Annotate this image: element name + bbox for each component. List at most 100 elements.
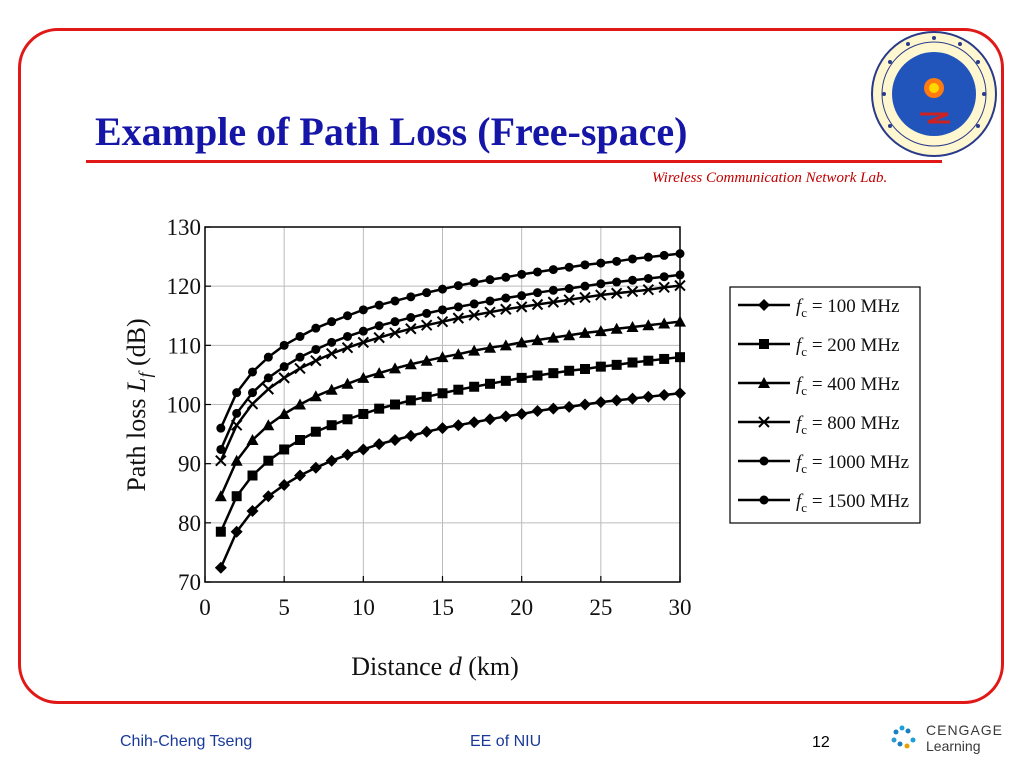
data-point	[579, 326, 591, 338]
data-point	[357, 371, 370, 383]
legend-marker	[758, 416, 770, 428]
data-point	[515, 336, 528, 348]
data-point	[248, 367, 257, 377]
data-point	[374, 300, 384, 310]
data-point	[469, 278, 479, 288]
data-point	[453, 302, 463, 312]
data-point	[658, 389, 671, 402]
x-axis-label-prefix: Distance	[351, 652, 448, 681]
footer-department: EE of NIU	[470, 733, 542, 750]
series-5	[216, 270, 685, 454]
legend-label-text: = 100 MHz	[807, 296, 900, 317]
x-axis-label-var: d	[449, 652, 463, 681]
data-point	[610, 322, 623, 334]
data-point	[263, 373, 273, 383]
legend-marker	[758, 377, 770, 388]
data-point	[325, 347, 338, 360]
grid-lines	[205, 227, 680, 582]
data-point	[278, 407, 291, 419]
series-6	[216, 249, 685, 433]
legend-marker	[759, 339, 769, 349]
data-point	[596, 279, 606, 289]
data-point	[389, 327, 401, 339]
data-point	[247, 470, 258, 481]
series-2	[215, 352, 685, 537]
data-point	[643, 355, 654, 366]
publisher-subname: Learning	[926, 738, 981, 754]
data-point	[262, 419, 275, 431]
y-axis-label-suffix: (dB)	[122, 318, 151, 372]
data-point	[564, 262, 574, 272]
data-point	[404, 358, 417, 370]
series-lines	[214, 249, 686, 574]
data-point	[279, 362, 289, 372]
data-point	[626, 392, 639, 405]
data-point	[674, 387, 686, 400]
legend-marker	[758, 299, 770, 311]
y-axis-label-sub: f	[135, 370, 155, 378]
series-4	[215, 279, 686, 467]
legend-marker	[759, 495, 769, 505]
data-point	[436, 315, 449, 328]
data-point	[532, 370, 543, 381]
data-point	[500, 303, 512, 315]
data-point	[610, 287, 623, 299]
data-point	[675, 249, 685, 259]
data-point	[596, 258, 606, 268]
data-point	[309, 461, 322, 474]
data-point	[628, 254, 637, 264]
data-point	[612, 277, 622, 287]
data-point	[674, 279, 686, 292]
data-point	[499, 410, 512, 423]
legend-label-text: = 400 MHz	[807, 374, 900, 395]
data-point	[484, 306, 496, 318]
legend-label-sub: c	[801, 305, 807, 320]
data-point	[626, 320, 639, 332]
data-point	[516, 372, 527, 383]
legend-label: fc = 1500 MHz	[796, 491, 909, 515]
data-point	[563, 294, 575, 306]
data-point	[564, 284, 574, 294]
data-point	[389, 362, 401, 374]
data-point	[548, 285, 558, 295]
data-point	[452, 312, 465, 324]
data-point	[517, 269, 527, 279]
data-point	[263, 352, 273, 362]
data-point	[469, 381, 480, 392]
data-point	[215, 455, 227, 467]
data-point	[594, 396, 607, 409]
data-point	[343, 311, 352, 321]
y-tick-label: 90	[178, 452, 201, 477]
data-point	[674, 315, 686, 327]
series-1	[214, 387, 686, 574]
legend-label: fc = 800 MHz	[796, 413, 900, 437]
data-point	[453, 384, 464, 395]
data-point	[294, 469, 306, 482]
x-tick-label: 20	[510, 595, 533, 620]
data-point	[485, 378, 495, 389]
legend-label: fc = 100 MHz	[796, 296, 900, 320]
data-point	[533, 288, 542, 298]
data-point	[404, 429, 417, 442]
data-point	[421, 391, 432, 402]
x-axis-label: Distance d (km)	[351, 652, 519, 681]
legend-label-var: f	[796, 491, 804, 512]
publisher-logo: CENGAGE Learning	[888, 722, 1018, 758]
data-point	[420, 354, 433, 366]
data-point	[499, 339, 512, 351]
data-point	[453, 281, 463, 291]
series-line	[219, 284, 681, 462]
data-point	[357, 443, 370, 456]
data-point	[246, 398, 259, 410]
data-point	[248, 388, 257, 398]
data-point	[325, 383, 338, 395]
axis-ticks: 70 80 90 100 110 120 130 0 5 10 15 20 25 30	[167, 215, 692, 620]
data-point	[547, 331, 560, 343]
lab-name: Wireless Communication Network Lab.	[652, 170, 888, 186]
slide-title: Example of Path Loss (Free-space)	[95, 109, 688, 154]
data-point	[611, 359, 622, 370]
data-point	[310, 426, 321, 437]
legend-label-var: f	[796, 335, 804, 356]
data-point	[580, 281, 590, 291]
data-point	[422, 288, 432, 298]
